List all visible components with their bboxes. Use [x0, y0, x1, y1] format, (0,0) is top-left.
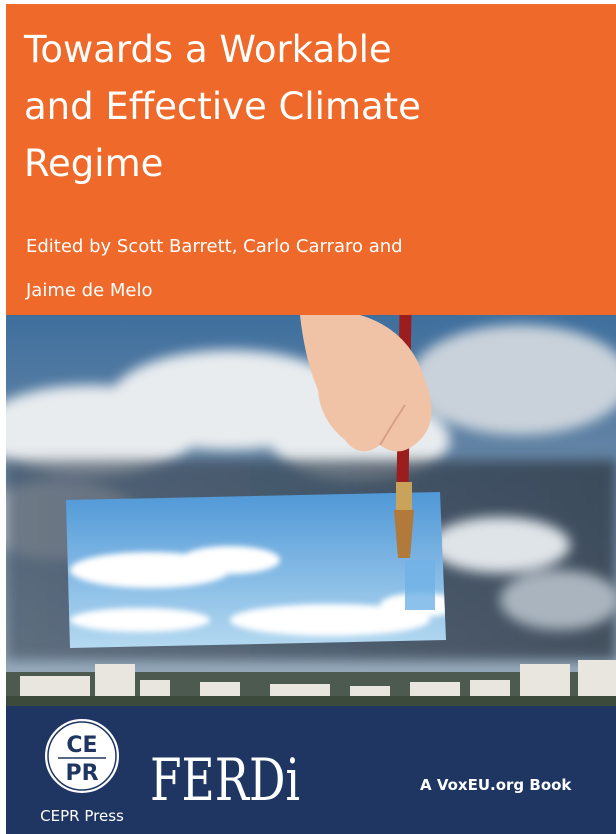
- title-line: Regime: [24, 142, 163, 185]
- cepr-logo: CE PR: [43, 717, 121, 795]
- title-line: Towards a Workable: [23, 28, 392, 71]
- editors: Edited by Scott Barrett, Carlo Carraro a…: [25, 236, 403, 301]
- series: A VoxEU.org Book: [420, 776, 572, 794]
- title-line: and Effective Climate: [24, 85, 421, 128]
- ferdi-logo: FERDi: [150, 746, 300, 814]
- editors-line: Jaime de Melo: [25, 280, 153, 301]
- editors-line: Edited by Scott Barrett, Carlo Carraro a…: [26, 236, 403, 257]
- logo-text: CE: [66, 733, 97, 758]
- logo-text: PR: [65, 761, 98, 786]
- publisher: CEPR Press: [40, 807, 124, 825]
- cover-photo: [6, 315, 616, 707]
- header-band: [6, 4, 616, 316]
- title: Towards a Workable and Effective Climate…: [23, 28, 421, 185]
